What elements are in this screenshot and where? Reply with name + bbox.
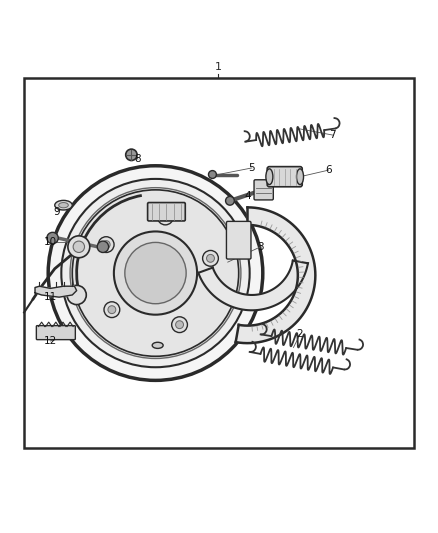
Ellipse shape: [152, 342, 163, 349]
Circle shape: [104, 302, 120, 318]
Circle shape: [108, 306, 116, 313]
Circle shape: [98, 237, 114, 253]
Polygon shape: [198, 261, 308, 310]
Text: 9: 9: [53, 207, 60, 217]
Circle shape: [47, 232, 58, 244]
FancyBboxPatch shape: [254, 180, 273, 200]
Circle shape: [208, 171, 216, 179]
Circle shape: [70, 188, 241, 359]
Circle shape: [158, 209, 173, 225]
Circle shape: [67, 285, 86, 304]
Ellipse shape: [55, 200, 72, 210]
Circle shape: [172, 317, 187, 333]
FancyBboxPatch shape: [267, 167, 302, 187]
Circle shape: [162, 213, 170, 221]
Circle shape: [72, 190, 239, 356]
Circle shape: [97, 241, 109, 253]
Ellipse shape: [297, 169, 304, 184]
Text: 6: 6: [325, 165, 332, 175]
Ellipse shape: [266, 169, 273, 184]
FancyBboxPatch shape: [148, 203, 185, 221]
Text: 10: 10: [44, 237, 57, 247]
Text: 8: 8: [134, 154, 141, 164]
Circle shape: [126, 149, 137, 160]
Text: 1: 1: [215, 62, 222, 72]
Circle shape: [176, 321, 184, 329]
Text: 11: 11: [44, 292, 57, 302]
Polygon shape: [35, 286, 77, 297]
Circle shape: [48, 166, 263, 381]
Circle shape: [61, 179, 250, 367]
Text: 7: 7: [329, 130, 336, 140]
Bar: [24, 78, 414, 448]
Ellipse shape: [59, 203, 68, 208]
Circle shape: [73, 241, 85, 253]
Text: 2: 2: [297, 329, 304, 340]
Circle shape: [114, 231, 197, 314]
Circle shape: [125, 243, 186, 304]
Circle shape: [203, 251, 219, 266]
Circle shape: [207, 254, 215, 262]
Circle shape: [102, 241, 110, 248]
FancyBboxPatch shape: [36, 326, 75, 340]
Circle shape: [68, 236, 90, 258]
Text: 4: 4: [244, 191, 251, 201]
Polygon shape: [236, 207, 315, 343]
Circle shape: [226, 197, 234, 205]
Text: 12: 12: [44, 336, 57, 346]
Text: 5: 5: [248, 163, 255, 173]
Text: 3: 3: [257, 242, 264, 252]
FancyBboxPatch shape: [226, 221, 251, 259]
